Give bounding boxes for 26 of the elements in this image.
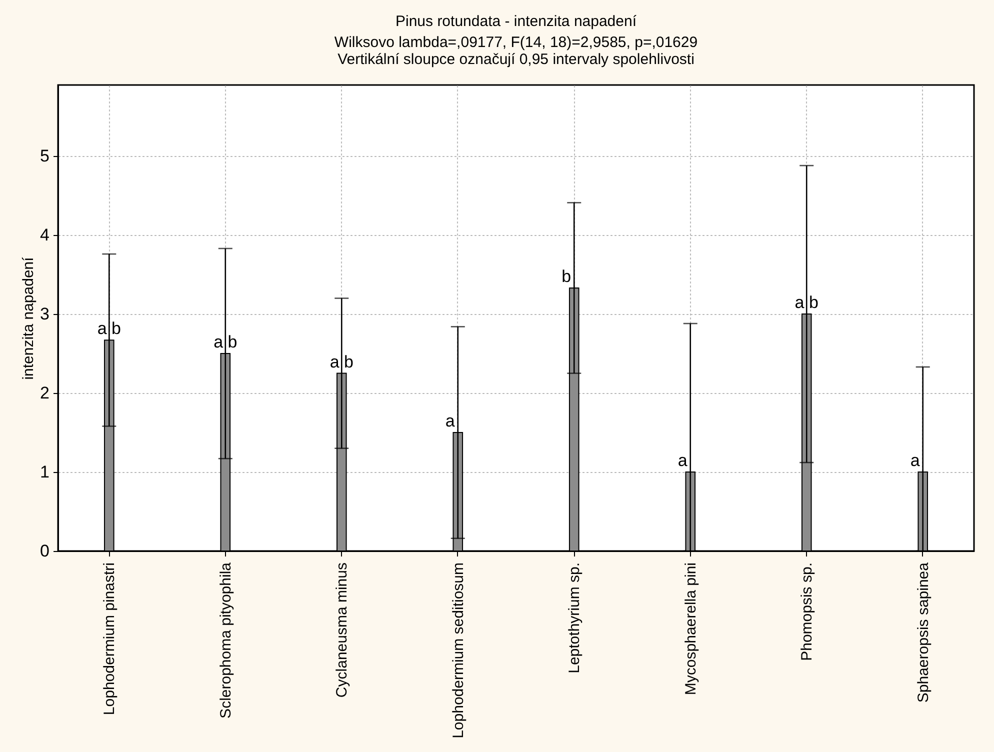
x-tick-label: Lophodermium seditiosum <box>450 562 467 738</box>
text: Vertikální sloupce označují 0,95 intervaly spolehlivosti <box>338 51 694 68</box>
chart-title: Pinus rotundata - intenzita napadení <box>395 13 638 30</box>
annotation: a <box>678 451 688 470</box>
x-tick-label: Sclerophoma pityophila <box>217 562 234 718</box>
y-tick-label: 3 <box>40 304 50 324</box>
y-axis-title: intenzita napadení <box>20 256 38 380</box>
x-tick-label: Mycosphaerella pini <box>682 562 700 696</box>
annotation: b <box>562 266 572 286</box>
annotation: a b <box>330 352 354 372</box>
text: Wilksovo lambda=,09177, F(14, 18)=2,9585, p=,01629 <box>334 34 698 51</box>
y-tick-label: 4 <box>40 226 50 245</box>
y-tick-label: 2 <box>40 384 50 403</box>
x-tick-label: Phomopsis sp. <box>798 562 816 661</box>
annotation: a b <box>794 293 818 312</box>
y-tick-label: 5 <box>40 146 50 166</box>
annotation: a <box>910 451 920 470</box>
x-tick-label: Sphaeropsis sapinea <box>914 562 932 703</box>
annotation: a b <box>214 332 238 352</box>
x-tick-label: Lophodermium pinastri <box>101 562 118 716</box>
annotation: a b <box>97 319 121 338</box>
x-tick-label: Cyclaneusma minus <box>334 562 351 698</box>
annotation: a <box>445 412 456 431</box>
x-tick-label: Leptothyrium sp. <box>566 562 584 674</box>
y-tick-label: 0 <box>40 542 50 560</box>
y-tick-label: 1 <box>40 462 50 482</box>
